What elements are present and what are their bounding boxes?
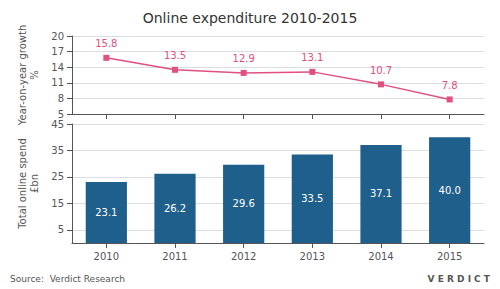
svg-text:40.0: 40.0 <box>439 185 461 196</box>
svg-text:25: 25 <box>51 171 64 182</box>
svg-text:12.9: 12.9 <box>233 53 255 64</box>
svg-text:26.2: 26.2 <box>164 203 186 214</box>
svg-text:35: 35 <box>51 145 64 156</box>
svg-text:10.7: 10.7 <box>370 65 392 76</box>
svg-text:17: 17 <box>51 46 64 57</box>
svg-text:V E R D I C T: V E R D I C T <box>428 274 491 284</box>
svg-text:23.1: 23.1 <box>95 207 117 218</box>
svg-text:13.5: 13.5 <box>164 50 186 61</box>
svg-text:Online expenditure 2010-2015: Online expenditure 2010-2015 <box>143 10 358 26</box>
svg-text:£bn: £bn <box>29 174 40 193</box>
svg-text:7.8: 7.8 <box>442 80 458 91</box>
svg-text:2013: 2013 <box>300 251 325 262</box>
svg-text:29.6: 29.6 <box>233 198 255 209</box>
svg-text:15.8: 15.8 <box>95 38 117 49</box>
svg-text:2012: 2012 <box>231 251 256 262</box>
svg-text:20: 20 <box>51 31 64 42</box>
svg-text:45: 45 <box>51 119 64 130</box>
svg-text:5: 5 <box>57 108 64 120</box>
svg-text:2010: 2010 <box>94 251 119 262</box>
svg-text:37.1: 37.1 <box>370 188 392 199</box>
svg-text:Source: Verdict Research: Source: Verdict Research <box>10 274 125 284</box>
svg-text:14: 14 <box>51 62 64 73</box>
svg-text:11: 11 <box>51 77 64 88</box>
svg-text:%: % <box>29 70 40 80</box>
svg-text:33.5: 33.5 <box>301 193 323 204</box>
svg-text:Year-on-year growth: Year-on-year growth <box>17 25 28 127</box>
svg-text:Total online spend: Total online spend <box>17 138 28 230</box>
svg-text:2011: 2011 <box>162 251 187 262</box>
svg-text:2014: 2014 <box>368 251 393 262</box>
svg-text:2015: 2015 <box>437 251 462 262</box>
svg-text:13.1: 13.1 <box>301 52 323 63</box>
svg-text:5: 5 <box>58 224 64 235</box>
svg-text:15: 15 <box>51 198 64 209</box>
svg-text:8: 8 <box>58 93 64 104</box>
